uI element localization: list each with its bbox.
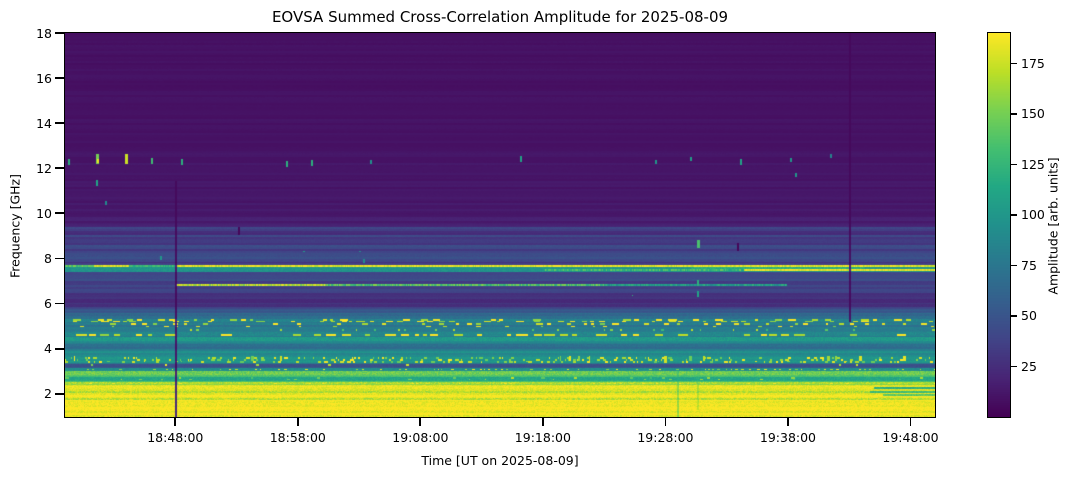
ytick-label: 6 bbox=[44, 296, 52, 312]
chart-title: EOVSA Summed Cross-Correlation Amplitude… bbox=[271, 8, 729, 26]
cbtick-label: 175 bbox=[1021, 55, 1045, 71]
cbtick-label: 100 bbox=[1021, 207, 1045, 223]
ytick-label: 4 bbox=[44, 341, 52, 357]
xtick-mark bbox=[296, 417, 299, 426]
cbtick-label: 75 bbox=[1021, 257, 1037, 273]
xtick-mark bbox=[541, 417, 544, 426]
xtick-label: 19:18:00 bbox=[514, 430, 571, 445]
ytick-label: 12 bbox=[36, 160, 52, 176]
xtick-label: 18:58:00 bbox=[269, 430, 326, 445]
x-axis-label: Time [UT on 2025-08-09] bbox=[421, 453, 579, 468]
xtick-label: 19:28:00 bbox=[637, 430, 694, 445]
cbtick-label: 25 bbox=[1021, 358, 1037, 374]
cbtick-label: 150 bbox=[1021, 106, 1045, 122]
xtick-mark bbox=[787, 417, 789, 426]
colorbar-canvas bbox=[987, 32, 1010, 417]
ytick-mark bbox=[55, 122, 64, 125]
plot-area bbox=[63, 31, 936, 418]
xtick-label: 18:48:00 bbox=[147, 430, 204, 445]
xtick-label: 19:48:00 bbox=[882, 430, 939, 445]
ytick-mark bbox=[55, 302, 64, 305]
ytick-mark bbox=[55, 257, 64, 260]
ytick-label: 14 bbox=[36, 115, 52, 131]
ytick-label: 16 bbox=[36, 70, 52, 86]
ytick-mark bbox=[55, 392, 64, 395]
ytick-label: 18 bbox=[36, 25, 52, 41]
xtick-mark bbox=[664, 417, 667, 426]
xtick-mark bbox=[174, 417, 177, 426]
cbtick-mark bbox=[1010, 365, 1017, 368]
cbtick-mark bbox=[1010, 264, 1017, 267]
cbtick-mark bbox=[1010, 163, 1017, 166]
ytick-mark bbox=[55, 347, 64, 350]
cbtick-mark bbox=[1010, 113, 1017, 115]
colorbar-label: Amplitude [arb. units] bbox=[1045, 157, 1061, 295]
ytick-label: 8 bbox=[44, 250, 52, 266]
ytick-mark bbox=[55, 77, 64, 79]
ytick-label: 2 bbox=[44, 386, 52, 402]
ytick-mark bbox=[55, 212, 64, 215]
xtick-label: 19:08:00 bbox=[392, 430, 449, 445]
ytick-label: 10 bbox=[36, 205, 52, 221]
cbtick-mark bbox=[1010, 62, 1017, 65]
cbtick-mark bbox=[1010, 214, 1017, 216]
colorbar bbox=[986, 31, 1011, 418]
cbtick-label: 125 bbox=[1021, 156, 1045, 172]
ytick-mark bbox=[55, 32, 64, 34]
cbtick-label: 50 bbox=[1021, 308, 1037, 324]
xtick-mark bbox=[909, 417, 912, 426]
cbtick-mark bbox=[1010, 315, 1017, 317]
xtick-mark bbox=[419, 417, 422, 426]
xtick-label: 19:38:00 bbox=[759, 430, 817, 445]
ytick-mark bbox=[55, 167, 64, 170]
spectrogram-canvas bbox=[64, 32, 935, 417]
